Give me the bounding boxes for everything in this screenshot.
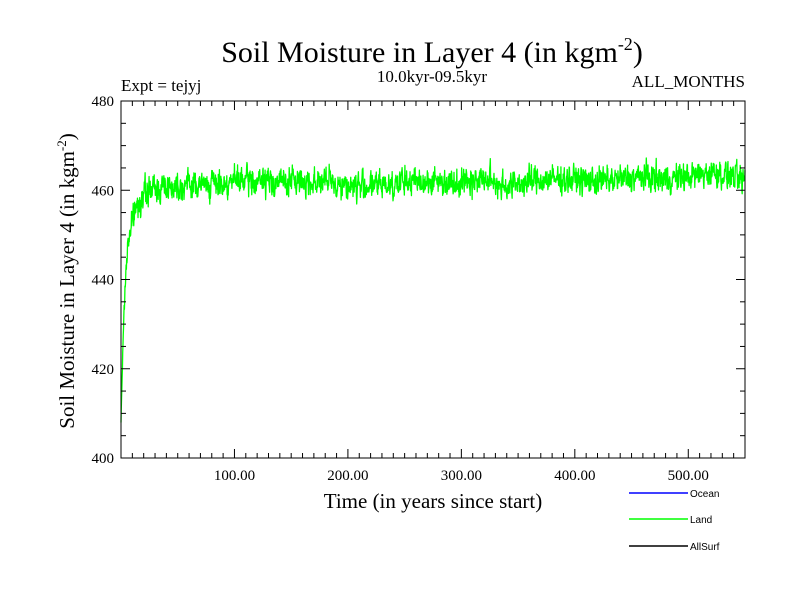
data-layer (120, 157, 746, 423)
y-axis-label-sup: -2 (54, 140, 69, 151)
x-tick-label: 400.00 (554, 468, 595, 484)
x-tick-label: 100.00 (214, 468, 255, 484)
chart-title-close: ) (633, 36, 643, 69)
legend-label-allsurf: AllSurf (690, 542, 720, 553)
legend-label-ocean: Ocean (690, 489, 719, 500)
subtitle-months: ALL_MONTHS (632, 72, 745, 91)
y-axis-label-close: ) (55, 133, 79, 140)
subtitle-expt: Expt = tejyj (121, 76, 201, 95)
legend-label-land: Land (690, 515, 712, 526)
y-tick-label: 440 (92, 273, 115, 289)
x-axis-label: Time (in years since start) (324, 489, 543, 513)
subtitle-period: 10.0kyr-09.5kyr (377, 67, 487, 86)
y-tick-label: 480 (92, 94, 115, 110)
ticks-layer: 100.00 200.00 300.00 400.00 500.00 400 420 440 4… (92, 94, 745, 484)
y-tick-label: 460 (92, 183, 115, 199)
y-axis-label: Soil Moisture in Layer 4 (in kgm-2) (54, 133, 79, 428)
y-tick-label: 420 (92, 362, 115, 378)
y-axis-label-main: Soil Moisture in Layer 4 (in kgm (55, 151, 79, 429)
chart-title-sup: -2 (618, 34, 633, 54)
chart-title-main: Soil Moisture in Layer 4 (in kgm (221, 36, 618, 69)
x-tick-label: 200.00 (327, 468, 368, 484)
plot-frame (120, 100, 746, 459)
x-tick-label: 500.00 (668, 468, 709, 484)
series-land-line (120, 157, 746, 423)
y-tick-label: 400 (92, 451, 115, 467)
chart-title: Soil Moisture in Layer 4 (in kgm-2) (221, 34, 643, 69)
legend: Ocean Land AllSurf (629, 489, 720, 553)
x-tick-label: 300.00 (441, 468, 482, 484)
